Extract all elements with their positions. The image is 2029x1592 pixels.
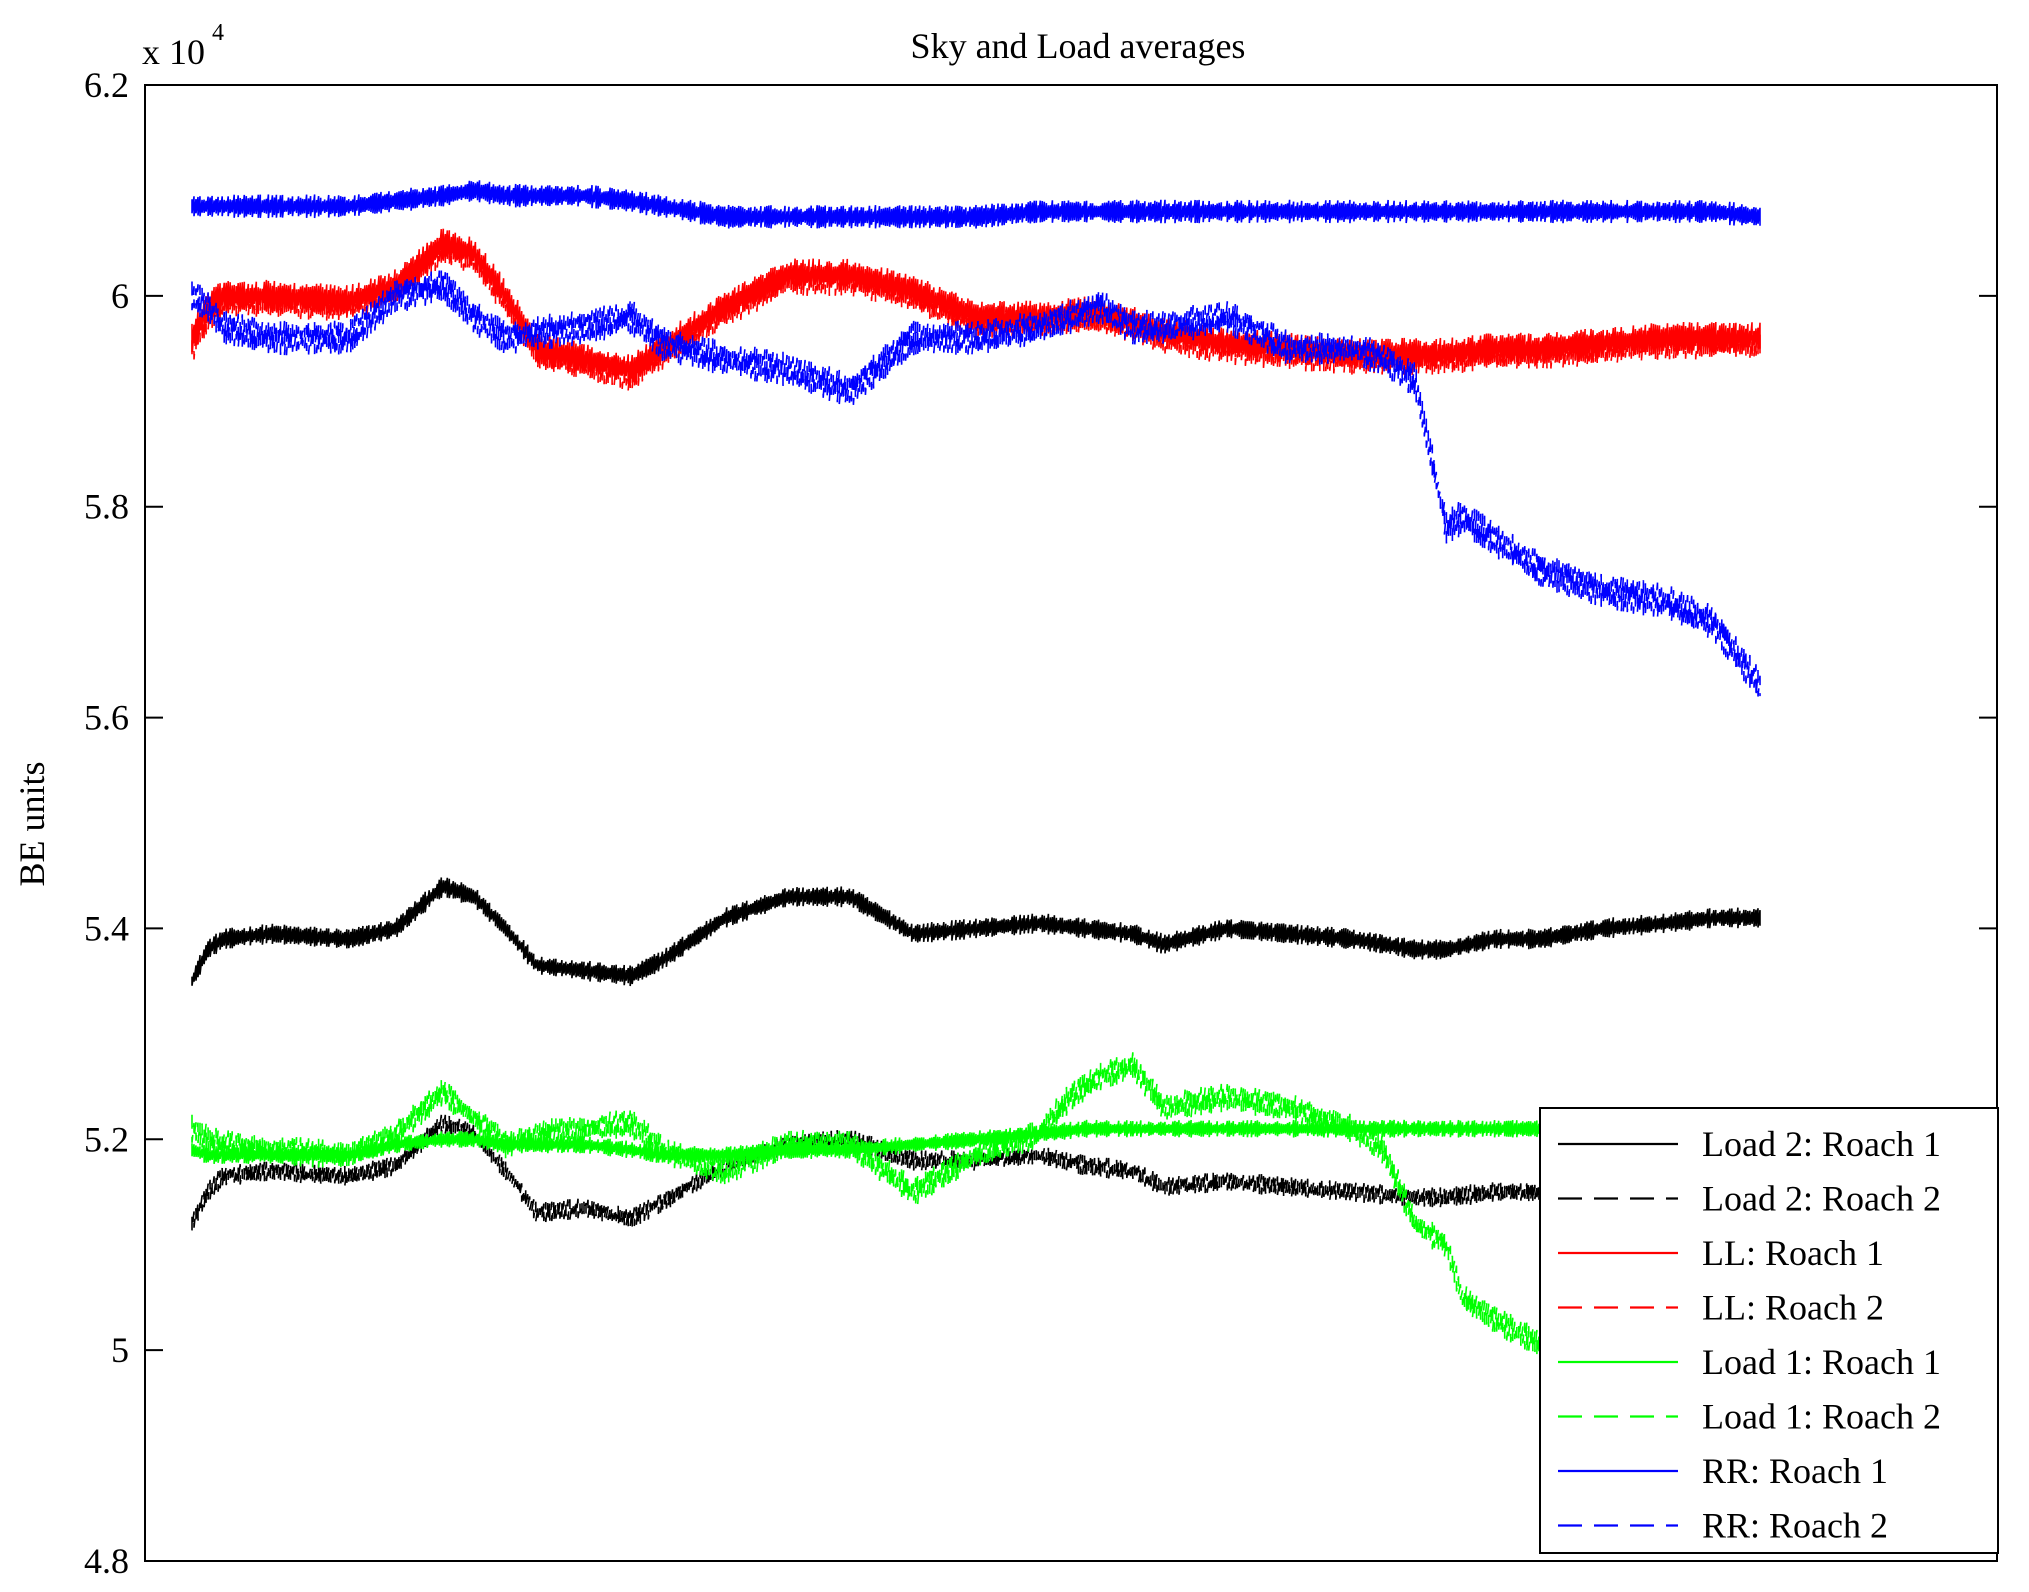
legend-label: Load 2: Roach 1 (1702, 1124, 1941, 1164)
y-exponent-label: x 10 (142, 32, 205, 72)
y-axis-label: BE units (12, 761, 52, 886)
legend-label: Load 1: Roach 1 (1702, 1342, 1941, 1382)
legend-label: RR: Roach 2 (1702, 1506, 1888, 1546)
legend-label: RR: Roach 1 (1702, 1451, 1888, 1491)
legend-box (1539, 1107, 1999, 1554)
plot-frame (144, 84, 1998, 1562)
series-line (191, 877, 1761, 987)
series-line (191, 1119, 1761, 1165)
legend-label: Load 1: Roach 2 (1702, 1397, 1941, 1437)
legend-label: LL: Roach 2 (1702, 1288, 1884, 1328)
y-tick-label: 5.6 (84, 698, 129, 738)
y-tick-label: 6 (111, 276, 129, 316)
legend: Load 2: Roach 1 Load 2: Roach 2 LL: Roach … (1539, 1107, 1999, 1554)
y-tick-label: 4.8 (84, 1541, 129, 1581)
series-line (191, 1052, 1761, 1428)
y-tick-label: 5.8 (84, 487, 129, 527)
y-exponent-power: 4 (212, 20, 224, 46)
legend-label: LL: Roach 1 (1702, 1233, 1884, 1273)
series-line (191, 234, 1761, 391)
series-layer (191, 180, 1761, 1428)
legend-label: Load 2: Roach 2 (1702, 1179, 1941, 1219)
chart-title: Sky and Load averages (911, 26, 1246, 66)
y-tick-label: 5.2 (84, 1119, 129, 1159)
series-line (191, 180, 1761, 229)
series-line (191, 270, 1761, 697)
y-tick-label: 6.2 (84, 65, 129, 105)
y-tick-label: 5 (111, 1330, 129, 1370)
y-tick-label: 5.4 (84, 908, 129, 948)
